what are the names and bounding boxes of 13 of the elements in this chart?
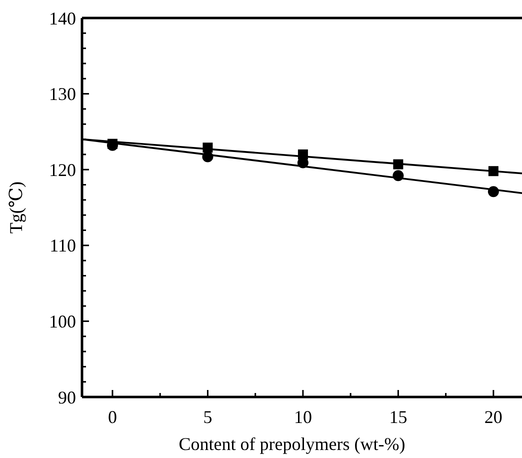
y-tick-label: 100 (49, 312, 76, 332)
x-tick-label: 20 (484, 407, 502, 427)
y-tick-label: 140 (49, 8, 76, 28)
x-tick-label: 5 (203, 407, 212, 427)
y-tick-label: 130 (49, 84, 76, 104)
y-tick-label: 120 (49, 160, 76, 180)
x-axis-title: Content of prepolymers (wt-%) (178, 434, 406, 454)
y-axis-title: Tg(℃) (6, 181, 26, 234)
y-tick-label: 110 (50, 236, 76, 256)
y-tick-label: 90 (58, 387, 76, 408)
x-tick-label: 10 (294, 407, 312, 427)
x-tick-label: 15 (389, 407, 408, 427)
x-tick-label: 0 (108, 407, 117, 427)
